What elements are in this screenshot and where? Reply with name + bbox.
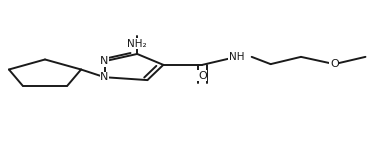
Text: N: N: [100, 56, 109, 66]
Text: O: O: [330, 59, 339, 69]
Text: N: N: [100, 72, 109, 82]
Text: NH₂: NH₂: [127, 39, 147, 49]
Text: O: O: [198, 71, 207, 81]
Text: NH: NH: [229, 52, 244, 62]
